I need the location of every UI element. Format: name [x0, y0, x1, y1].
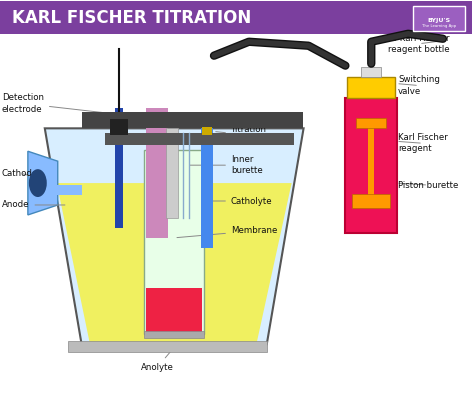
- Bar: [361, 66, 381, 77]
- Text: Detection
electrode: Detection electrode: [2, 93, 108, 114]
- Bar: [146, 288, 202, 332]
- Text: BYJU'S: BYJU'S: [428, 19, 450, 23]
- Bar: [68, 341, 267, 352]
- Text: KARL FISCHER TITRATION: KARL FISCHER TITRATION: [12, 9, 251, 27]
- Bar: [146, 108, 168, 238]
- Bar: [166, 128, 178, 218]
- Bar: [104, 133, 293, 145]
- Text: To Karl Fischer
reagent bottle: To Karl Fischer reagent bottle: [388, 34, 450, 54]
- Bar: [368, 123, 374, 208]
- Bar: [144, 331, 204, 339]
- Text: Anode: Anode: [2, 200, 65, 210]
- Bar: [202, 127, 212, 135]
- Text: Inner
burette: Inner burette: [190, 155, 263, 175]
- Ellipse shape: [29, 169, 47, 197]
- Bar: [82, 112, 302, 128]
- Text: Catholyte: Catholyte: [207, 197, 273, 206]
- Text: Piston burette: Piston burette: [398, 181, 458, 189]
- Bar: [0, 1, 472, 34]
- Bar: [56, 185, 82, 195]
- Text: Karl Fischer
reagent: Karl Fischer reagent: [398, 133, 448, 153]
- Polygon shape: [28, 151, 58, 215]
- Bar: [413, 6, 465, 31]
- Bar: [144, 150, 204, 334]
- Bar: [346, 98, 397, 233]
- Text: Switching
valve: Switching valve: [398, 75, 440, 96]
- Polygon shape: [57, 183, 292, 342]
- Bar: [110, 119, 128, 135]
- Bar: [352, 194, 390, 208]
- Polygon shape: [45, 128, 303, 344]
- Text: Membrane: Membrane: [177, 226, 277, 238]
- Text: Titration
nozzle: Titration nozzle: [216, 125, 267, 145]
- Text: The Learning App: The Learning App: [422, 24, 456, 28]
- Text: Anolyte: Anolyte: [141, 349, 173, 372]
- Bar: [201, 128, 213, 248]
- Bar: [347, 77, 395, 98]
- Bar: [116, 108, 123, 228]
- Bar: [356, 118, 386, 128]
- Text: Cathode: Cathode: [2, 168, 38, 178]
